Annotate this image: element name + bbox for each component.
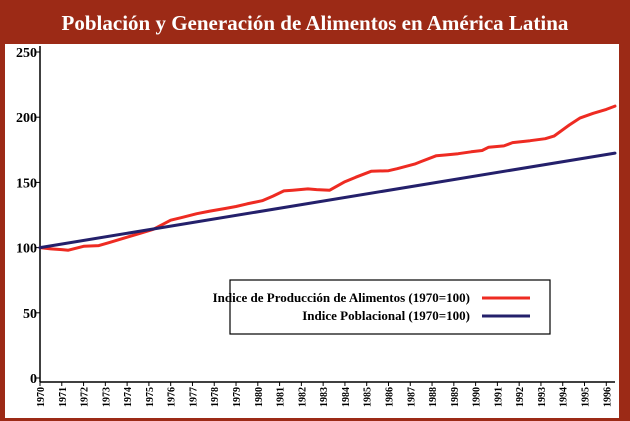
plot-area (5, 44, 619, 418)
x-tick-label: 1979 (232, 387, 243, 407)
y-tick-label: 0 (30, 372, 37, 387)
x-tick-label: 1987 (406, 387, 417, 407)
x-tick-label: 1990 (472, 387, 483, 407)
series-line-1 (38, 151, 617, 250)
x-tick-label: 1983 (319, 387, 330, 407)
y-tick-label: 100 (16, 242, 37, 257)
y-tick-label: 50 (23, 307, 37, 322)
legend: Indice de Producción de Alimentos (1970=… (213, 279, 551, 335)
x-tick-label: 1992 (515, 387, 526, 407)
x-tick-label: 1981 (276, 387, 287, 407)
x-tick-label: 1995 (581, 387, 592, 407)
x-tick-label: 1976 (167, 387, 178, 407)
y-tick-label: 250 (16, 46, 37, 61)
x-tick-label: 1985 (363, 387, 374, 407)
x-tick-label: 1984 (341, 387, 352, 407)
x-tick-label: 1994 (559, 387, 570, 407)
y-axis-ticks: 0 50 100 150 200 250 (16, 46, 40, 387)
x-tick-label: 1971 (58, 387, 69, 407)
x-tick-label: 1986 (384, 387, 395, 407)
legend-box (229, 279, 551, 335)
legend-label-population: Indice Poblacional (1970=100) (302, 308, 470, 323)
x-tick-label: 1975 (145, 387, 156, 407)
x-tick-label: 1991 (493, 387, 504, 407)
x-tick-label: 1980 (254, 387, 265, 407)
chart-title: Población y Generación de Alimentos en A… (61, 11, 569, 35)
legend-label-food: Indice de Producción de Alimentos (1970=… (213, 290, 470, 305)
x-tick-label: 1996 (602, 387, 613, 407)
y-tick-label: 200 (16, 111, 37, 126)
x-tick-label: 1989 (450, 387, 461, 407)
x-tick-label: 1974 (123, 387, 134, 407)
x-axis-ticks: 1970 1971 1972 1973 1974 1975 1976 1977 1978 1979… (36, 382, 613, 407)
series-group (38, 104, 617, 252)
x-tick-label: 1993 (537, 387, 548, 407)
x-tick-label: 1988 (428, 387, 439, 407)
x-tick-label: 1982 (297, 387, 308, 407)
series-line-0 (38, 104, 617, 252)
x-tick-label: 1970 (36, 387, 47, 407)
x-tick-label: 1977 (188, 387, 199, 407)
x-tick-label: 1972 (80, 387, 91, 407)
x-tick-label: 1978 (210, 387, 221, 407)
x-tick-label: 1973 (101, 387, 112, 407)
y-tick-label: 150 (16, 176, 37, 191)
